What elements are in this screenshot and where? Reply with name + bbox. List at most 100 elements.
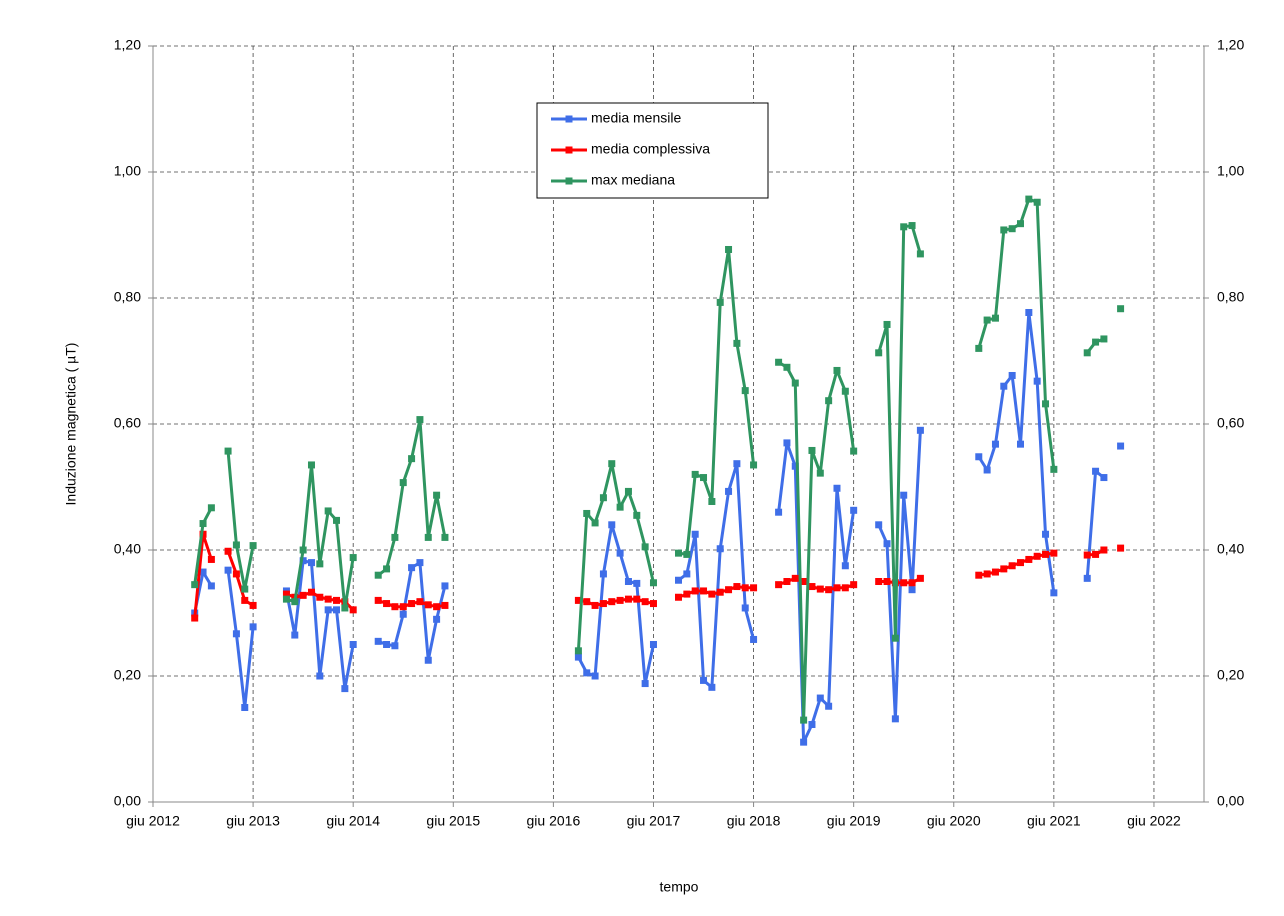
point xyxy=(307,559,315,567)
point xyxy=(1033,377,1041,385)
point xyxy=(416,598,424,606)
point xyxy=(282,595,290,603)
point xyxy=(775,508,783,516)
point xyxy=(783,578,791,585)
point xyxy=(700,676,708,684)
point xyxy=(433,615,441,623)
point xyxy=(691,587,699,595)
point xyxy=(1025,555,1033,563)
point xyxy=(683,570,691,578)
point xyxy=(649,641,657,648)
point xyxy=(975,453,983,461)
point xyxy=(900,579,908,587)
point xyxy=(908,222,916,230)
y-tick-label: 0,00 xyxy=(114,793,141,809)
point xyxy=(691,530,699,538)
point xyxy=(716,545,724,553)
point xyxy=(383,565,391,573)
point xyxy=(641,598,649,606)
x-tick-label: giu 2019 xyxy=(827,813,881,829)
point xyxy=(791,574,799,582)
point xyxy=(333,596,341,604)
point xyxy=(875,521,883,529)
y-tick-label: 0,40 xyxy=(114,541,141,557)
point xyxy=(783,363,791,371)
point xyxy=(725,586,733,594)
point xyxy=(424,656,432,664)
point xyxy=(675,593,682,601)
point xyxy=(1025,308,1033,316)
point xyxy=(1092,550,1100,558)
point xyxy=(1008,562,1016,570)
point xyxy=(324,595,332,603)
point xyxy=(850,447,858,455)
point xyxy=(307,461,315,469)
point xyxy=(316,593,324,601)
point xyxy=(299,591,307,599)
point xyxy=(391,603,399,611)
point xyxy=(1092,467,1100,475)
point xyxy=(875,349,883,357)
point xyxy=(1083,551,1091,559)
point xyxy=(900,223,908,231)
point xyxy=(1083,349,1091,357)
point xyxy=(199,568,207,576)
point xyxy=(783,439,791,447)
point xyxy=(1016,220,1024,228)
y-tick-label: 0,80 xyxy=(114,289,141,305)
point xyxy=(416,416,424,424)
point xyxy=(574,653,582,661)
y2-tick-label: 0,20 xyxy=(1217,667,1244,683)
point xyxy=(683,550,691,558)
point xyxy=(1050,589,1058,597)
point xyxy=(207,504,215,512)
x-tick-label: giu 2016 xyxy=(527,813,581,829)
point xyxy=(983,466,991,474)
point xyxy=(574,596,582,604)
point xyxy=(232,541,240,549)
point xyxy=(833,584,841,592)
point xyxy=(441,533,449,541)
point xyxy=(224,566,232,574)
y2-tick-label: 1,00 xyxy=(1217,163,1244,179)
point xyxy=(299,557,307,565)
legend: media mensile media complessiva max median… xyxy=(536,102,769,199)
point xyxy=(708,683,716,691)
point xyxy=(383,641,391,648)
point xyxy=(816,694,824,702)
point xyxy=(649,579,657,587)
point xyxy=(800,738,808,746)
point xyxy=(850,506,858,514)
point xyxy=(591,601,599,609)
x-tick-label: giu 2014 xyxy=(326,813,380,829)
point xyxy=(433,491,441,499)
point xyxy=(675,549,682,557)
point xyxy=(333,606,341,614)
point xyxy=(207,555,215,563)
point xyxy=(191,581,199,589)
point xyxy=(1042,550,1050,558)
y-tick-label: 1,00 xyxy=(114,163,141,179)
point xyxy=(1025,195,1033,203)
point xyxy=(591,672,599,680)
point xyxy=(207,582,215,590)
y-axis-label: Induzione magnetica ( µT) xyxy=(63,343,79,506)
point xyxy=(683,590,691,598)
point xyxy=(1008,371,1016,379)
point xyxy=(916,574,924,582)
point xyxy=(1117,544,1125,552)
x-tick-label: giu 2017 xyxy=(627,813,681,829)
x-tick-label: giu 2015 xyxy=(426,813,480,829)
point xyxy=(399,610,407,618)
y2-tick-label: 0,00 xyxy=(1217,793,1244,809)
y-tick-label: 1,20 xyxy=(114,37,141,53)
point xyxy=(583,598,591,606)
point xyxy=(374,637,382,645)
point xyxy=(691,470,699,478)
x-axis-label: tempo xyxy=(660,879,699,895)
point xyxy=(1117,305,1125,313)
point xyxy=(733,460,741,468)
point xyxy=(675,576,682,584)
point xyxy=(441,582,449,590)
point xyxy=(374,596,382,604)
